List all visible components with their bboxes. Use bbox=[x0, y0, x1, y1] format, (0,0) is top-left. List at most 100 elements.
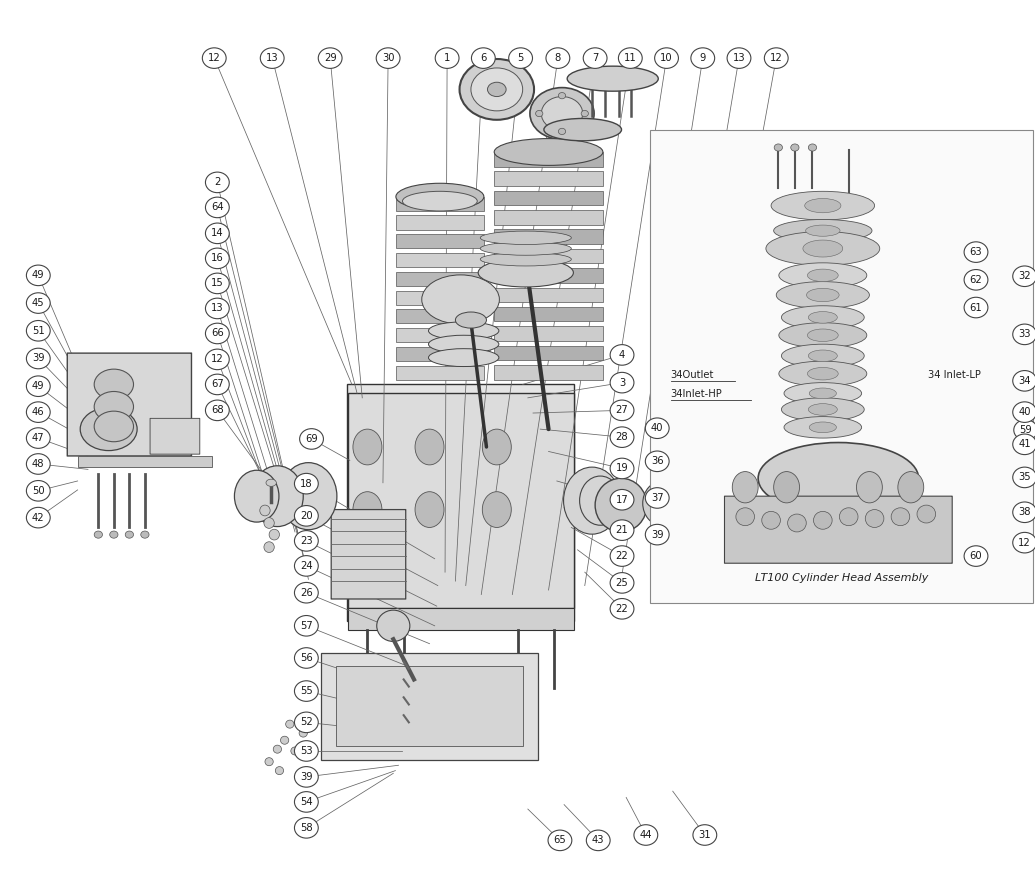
Ellipse shape bbox=[436, 48, 459, 69]
Text: 14: 14 bbox=[211, 228, 224, 239]
Text: 31: 31 bbox=[699, 830, 711, 840]
Ellipse shape bbox=[610, 599, 633, 620]
Text: 57: 57 bbox=[300, 620, 313, 631]
Ellipse shape bbox=[480, 231, 571, 245]
Text: 26: 26 bbox=[300, 587, 313, 598]
Text: 40: 40 bbox=[651, 423, 663, 434]
Text: 25: 25 bbox=[616, 578, 628, 588]
Ellipse shape bbox=[1012, 402, 1035, 423]
Bar bbox=[395, 272, 484, 286]
Ellipse shape bbox=[910, 482, 928, 498]
Ellipse shape bbox=[125, 531, 134, 538]
Text: 7: 7 bbox=[592, 53, 598, 63]
Ellipse shape bbox=[279, 463, 336, 529]
Ellipse shape bbox=[415, 492, 444, 527]
Ellipse shape bbox=[294, 474, 318, 494]
Ellipse shape bbox=[94, 531, 102, 538]
Ellipse shape bbox=[275, 767, 284, 774]
Ellipse shape bbox=[774, 472, 799, 502]
Ellipse shape bbox=[294, 740, 318, 761]
Ellipse shape bbox=[965, 270, 988, 291]
Ellipse shape bbox=[1012, 467, 1035, 488]
Ellipse shape bbox=[94, 392, 134, 422]
Ellipse shape bbox=[839, 508, 858, 526]
Text: 49: 49 bbox=[32, 270, 45, 281]
Ellipse shape bbox=[758, 443, 919, 514]
Ellipse shape bbox=[541, 97, 583, 131]
Text: 5: 5 bbox=[518, 53, 524, 63]
Ellipse shape bbox=[403, 191, 477, 211]
Ellipse shape bbox=[917, 505, 936, 523]
Text: 22: 22 bbox=[616, 551, 628, 561]
Ellipse shape bbox=[205, 324, 230, 343]
Ellipse shape bbox=[674, 481, 713, 526]
Text: 58: 58 bbox=[300, 822, 313, 833]
Ellipse shape bbox=[1012, 533, 1035, 552]
Ellipse shape bbox=[808, 350, 837, 362]
Ellipse shape bbox=[865, 510, 884, 527]
Ellipse shape bbox=[294, 531, 318, 551]
Ellipse shape bbox=[806, 288, 839, 302]
Ellipse shape bbox=[269, 529, 279, 540]
Text: 43: 43 bbox=[592, 835, 604, 846]
Ellipse shape bbox=[803, 240, 842, 257]
Ellipse shape bbox=[808, 312, 837, 324]
Bar bbox=[348, 608, 574, 630]
Bar bbox=[395, 309, 484, 324]
Text: 35: 35 bbox=[1018, 472, 1031, 483]
Bar bbox=[395, 215, 484, 230]
Ellipse shape bbox=[264, 518, 274, 528]
Ellipse shape bbox=[294, 615, 318, 637]
Ellipse shape bbox=[353, 492, 382, 527]
Ellipse shape bbox=[94, 411, 134, 442]
Ellipse shape bbox=[771, 191, 875, 220]
Ellipse shape bbox=[495, 139, 602, 165]
FancyBboxPatch shape bbox=[150, 418, 200, 454]
Ellipse shape bbox=[762, 511, 780, 529]
Ellipse shape bbox=[785, 417, 861, 438]
Text: 61: 61 bbox=[970, 302, 982, 313]
Text: 51: 51 bbox=[32, 325, 45, 336]
Ellipse shape bbox=[428, 349, 499, 367]
Text: 1: 1 bbox=[444, 53, 450, 63]
Text: 46: 46 bbox=[32, 407, 45, 417]
Text: 53: 53 bbox=[300, 746, 313, 756]
Ellipse shape bbox=[791, 144, 799, 151]
Ellipse shape bbox=[646, 418, 670, 439]
Ellipse shape bbox=[273, 746, 282, 753]
Bar bbox=[395, 328, 484, 342]
Ellipse shape bbox=[205, 350, 230, 370]
Ellipse shape bbox=[693, 474, 756, 532]
Text: 21: 21 bbox=[616, 525, 628, 536]
Text: 13: 13 bbox=[266, 53, 278, 63]
Text: 3: 3 bbox=[619, 377, 625, 388]
Bar bbox=[495, 152, 602, 166]
Text: 47: 47 bbox=[32, 433, 45, 443]
Ellipse shape bbox=[110, 531, 118, 538]
Ellipse shape bbox=[299, 729, 307, 737]
Ellipse shape bbox=[809, 422, 836, 433]
Ellipse shape bbox=[294, 583, 318, 603]
Ellipse shape bbox=[141, 531, 149, 538]
Ellipse shape bbox=[205, 224, 230, 244]
Ellipse shape bbox=[610, 345, 633, 366]
Text: 11: 11 bbox=[624, 53, 637, 63]
Ellipse shape bbox=[1012, 434, 1035, 454]
Ellipse shape bbox=[260, 505, 270, 516]
Ellipse shape bbox=[202, 48, 226, 69]
Ellipse shape bbox=[26, 321, 50, 341]
Ellipse shape bbox=[205, 374, 230, 395]
Text: 60: 60 bbox=[970, 551, 982, 561]
Ellipse shape bbox=[26, 375, 50, 397]
Ellipse shape bbox=[909, 487, 940, 523]
Ellipse shape bbox=[936, 404, 963, 428]
Ellipse shape bbox=[471, 68, 523, 111]
Ellipse shape bbox=[965, 545, 988, 567]
Ellipse shape bbox=[265, 758, 273, 765]
Ellipse shape bbox=[805, 472, 851, 526]
Ellipse shape bbox=[294, 505, 318, 526]
Text: 63: 63 bbox=[970, 247, 982, 257]
Ellipse shape bbox=[26, 507, 50, 527]
Ellipse shape bbox=[294, 766, 318, 787]
Text: 22: 22 bbox=[616, 603, 628, 614]
